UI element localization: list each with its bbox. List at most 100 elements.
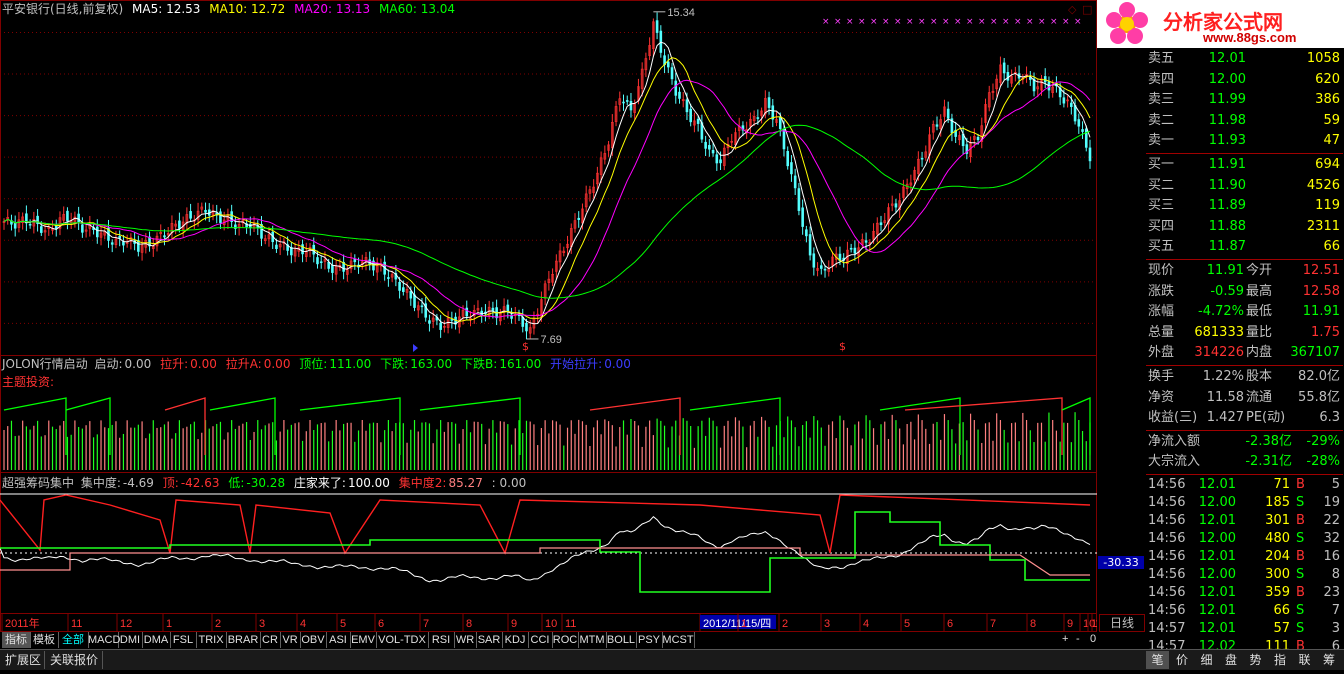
- fundamental-row[interactable]: 收益(三) 1.427 PE(动) 6.3: [1146, 408, 1343, 428]
- indicator-tab[interactable]: DMI: [118, 632, 143, 648]
- indicator-tab[interactable]: 全部: [58, 632, 89, 648]
- order-book-sell-row[interactable]: 卖四 12.00 620: [1146, 70, 1343, 90]
- quote-tab[interactable]: 笔: [1146, 651, 1169, 669]
- indicator-tab[interactable]: OBV: [300, 632, 327, 648]
- quote-tab[interactable]: 盘: [1224, 653, 1237, 667]
- order-book-buy-row[interactable]: 买五 11.87 66: [1146, 237, 1343, 257]
- fundamental-label: 净资: [1148, 389, 1175, 405]
- candle-body: [573, 220, 577, 229]
- indicator-tab[interactable]: CR: [260, 632, 281, 648]
- quote-row[interactable]: 总量 681333 量比 1.75: [1146, 323, 1343, 343]
- candle-body: [1062, 97, 1066, 104]
- candle-body: [159, 232, 163, 235]
- quote-tab[interactable]: 筹: [1322, 653, 1335, 667]
- time-axis-label: 9: [1067, 618, 1073, 630]
- indicator-tab[interactable]: MACD: [88, 632, 121, 648]
- fundamental-row[interactable]: 换手 1.22% 股本 82.0亿: [1146, 367, 1343, 387]
- diamond-icon[interactable]: ◇: [1068, 3, 1077, 16]
- indicator-tab[interactable]: VR: [280, 632, 301, 648]
- candle-body: [1040, 78, 1043, 91]
- quote-tab[interactable]: 价: [1175, 653, 1188, 667]
- candle-body: [987, 92, 991, 108]
- tick-side: B: [1296, 513, 1305, 528]
- indicator-tab[interactable]: MTM: [578, 632, 607, 648]
- indicator-tab[interactable]: 模板: [30, 632, 59, 648]
- tick-row[interactable]: 14:56 12.01 66 S 7: [1146, 602, 1343, 620]
- jolon-start-value: 0.00: [124, 357, 152, 371]
- order-book-buy-row[interactable]: 买三 11.89 119: [1146, 196, 1343, 216]
- period-label[interactable]: 日线: [1099, 614, 1145, 632]
- order-volume: 694: [1315, 157, 1340, 172]
- order-book-sell-row[interactable]: 卖五 12.01 1058: [1146, 49, 1343, 69]
- candle-body: [110, 242, 114, 245]
- flow-row[interactable]: 大宗流入 -2.31亿 -28%: [1146, 452, 1343, 472]
- tick-row[interactable]: 14:56 12.01 359 B 23: [1146, 584, 1343, 602]
- tick-row[interactable]: 14:56 12.00 300 S 8: [1146, 566, 1343, 584]
- zoom-control[interactable]: 0: [1090, 633, 1097, 645]
- candle-body: [293, 249, 297, 257]
- indicator-tab[interactable]: ROC: [552, 632, 579, 648]
- order-label: 买五: [1148, 239, 1175, 255]
- candle-body: [805, 229, 808, 237]
- candle-body: [40, 226, 43, 233]
- indicator-tab[interactable]: WR: [454, 632, 477, 648]
- indicator-tab[interactable]: CCI: [528, 632, 553, 648]
- candle-body: [211, 210, 215, 216]
- candle-body: [342, 261, 345, 272]
- indicator-tab[interactable]: 指标: [2, 632, 31, 648]
- quote-row[interactable]: 现价 11.91 今开 12.51: [1146, 261, 1343, 281]
- order-book-buy-row[interactable]: 买四 11.88 2311: [1146, 217, 1343, 237]
- order-book-buy-row[interactable]: 买二 11.90 4526: [1146, 176, 1343, 196]
- tick-row[interactable]: 14:56 12.00 185 S 19: [1146, 494, 1343, 512]
- quote-tab[interactable]: 指: [1273, 653, 1286, 667]
- indicator-tab[interactable]: VOL-TDX: [376, 632, 429, 648]
- candle-body: [555, 260, 558, 272]
- indicator-tab[interactable]: FSL: [170, 632, 197, 648]
- tick-row[interactable]: 14:56 12.00 480 S 32: [1146, 530, 1343, 548]
- candle-body: [984, 104, 987, 123]
- indicator-tab[interactable]: MCST: [662, 632, 695, 648]
- indicator-tab[interactable]: EMV: [350, 632, 377, 648]
- tick-row[interactable]: 14:57 12.01 57 S 3: [1146, 620, 1343, 638]
- order-volume: 1058: [1306, 51, 1340, 66]
- zoom-control[interactable]: -: [1076, 633, 1080, 645]
- order-book-sell-row[interactable]: 卖三 11.99 386: [1146, 90, 1343, 110]
- flow-value: -2.31亿: [1245, 454, 1292, 470]
- quote-tab[interactable]: 势: [1249, 653, 1262, 667]
- indicator-tab[interactable]: ASI: [326, 632, 351, 648]
- kline-chart[interactable]: 15.0014.0013.0012.0011.0010.009.008.0015…: [0, 0, 1097, 632]
- box-icon[interactable]: □: [1082, 3, 1093, 16]
- indicator-tab[interactable]: BOLL: [606, 632, 637, 648]
- tick-row[interactable]: 14:56 12.01 301 B 22: [1146, 512, 1343, 530]
- flow-row[interactable]: 净流入额 -2.38亿 -29%: [1146, 432, 1343, 452]
- indicator-tab[interactable]: BRAR: [226, 632, 261, 648]
- candle-body: [566, 243, 569, 249]
- indicator-tab[interactable]: SAR: [476, 632, 503, 648]
- quote-tab[interactable]: 联: [1298, 653, 1311, 667]
- zoom-control[interactable]: +: [1062, 633, 1069, 645]
- bottom-tab[interactable]: 扩展区: [2, 651, 45, 669]
- chart-area[interactable]: 15.0014.0013.0012.0011.0010.009.008.0015…: [0, 0, 1145, 632]
- quote-tab[interactable]: 细: [1200, 653, 1213, 667]
- bottom-tab[interactable]: 关联报价: [46, 651, 103, 669]
- fundamental-label: 股本: [1246, 369, 1273, 384]
- indicator-tab[interactable]: RSI: [428, 632, 455, 648]
- indicator-tab[interactable]: TRIX: [196, 632, 227, 648]
- tick-side: S: [1296, 603, 1305, 618]
- fundamental-row[interactable]: 净资 11.58 流通 55.8亿: [1146, 388, 1343, 408]
- candle-body: [140, 245, 144, 253]
- indicator-tab[interactable]: DMA: [142, 632, 171, 648]
- candle-body: [849, 247, 853, 250]
- order-book-sell-row[interactable]: 卖二 11.98 59: [1146, 111, 1343, 131]
- candle-body: [1028, 77, 1032, 80]
- quote-row[interactable]: 涨幅 -4.72% 最低 11.91: [1146, 302, 1343, 322]
- quote-row[interactable]: 外盘 314226 内盘 367107: [1146, 343, 1343, 363]
- jolon-wave: [3, 397, 67, 455]
- order-book-buy-row[interactable]: 买一 11.91 694: [1146, 155, 1343, 175]
- indicator-tab[interactable]: KDJ: [502, 632, 529, 648]
- indicator-tab[interactable]: PSY: [636, 632, 663, 648]
- tick-row[interactable]: 14:56 12.01 71 B 5: [1146, 476, 1343, 494]
- order-book-sell-row[interactable]: 卖一 11.93 47: [1146, 131, 1343, 151]
- quote-row[interactable]: 涨跌 -0.59 最高 12.58: [1146, 282, 1343, 302]
- tick-row[interactable]: 14:56 12.01 204 B 16: [1146, 548, 1343, 566]
